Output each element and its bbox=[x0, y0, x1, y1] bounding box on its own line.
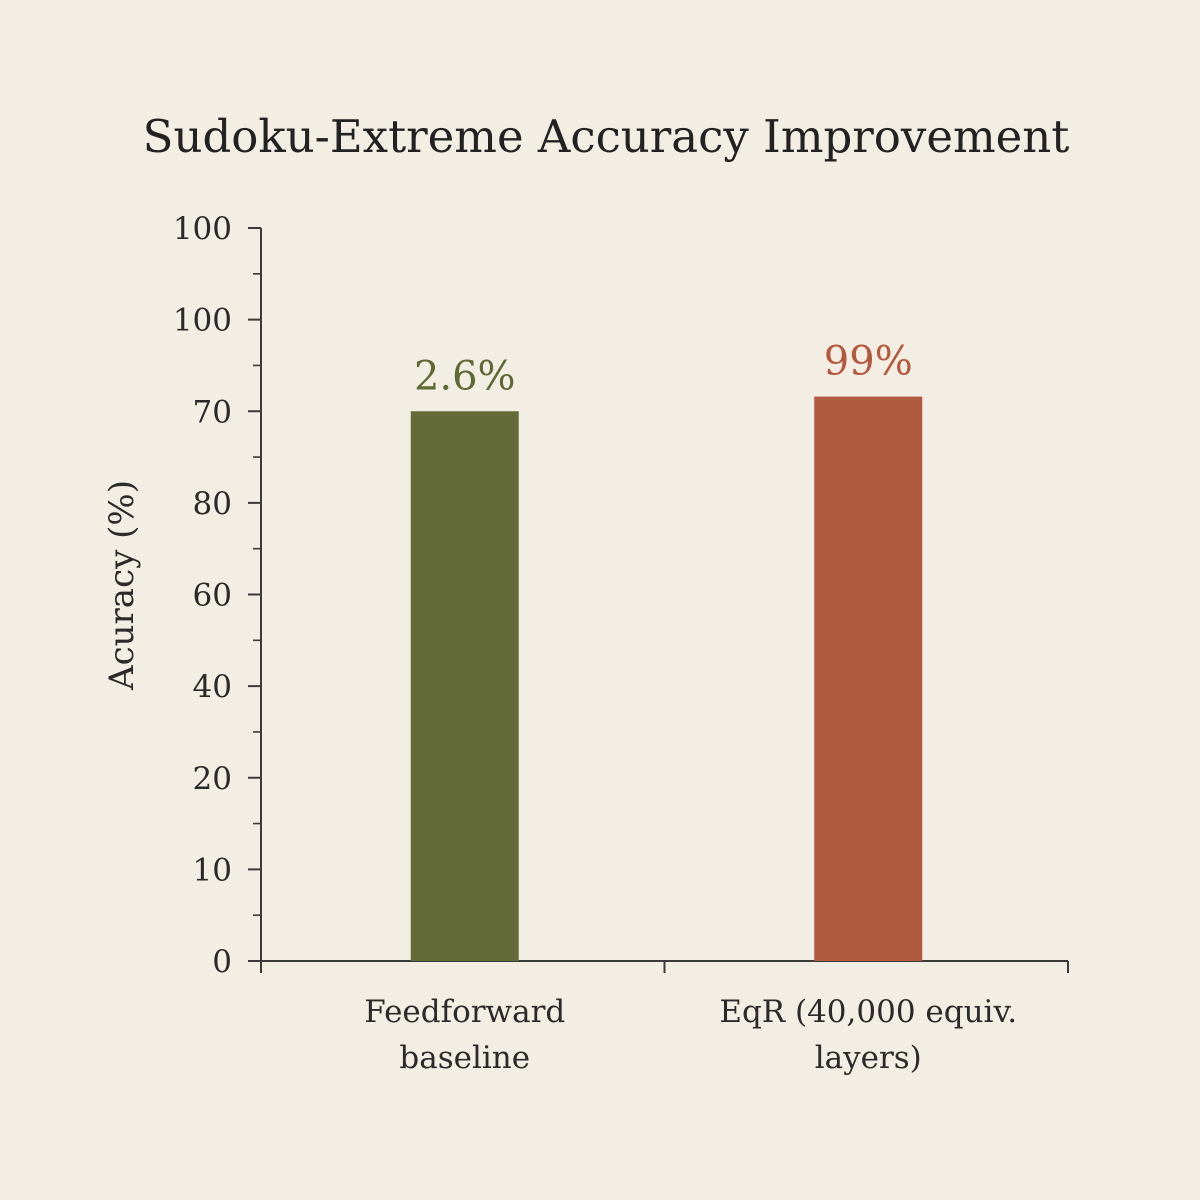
bar-value-label: 99% bbox=[824, 339, 913, 385]
y-tick-label: 80 bbox=[193, 486, 232, 522]
y-tick-label: 40 bbox=[193, 669, 232, 705]
y-tick-label: 100 bbox=[173, 303, 232, 339]
y-tick-label: 0 bbox=[212, 944, 232, 980]
y-tick-label: 70 bbox=[193, 394, 232, 430]
y-tick-label: 10 bbox=[193, 852, 232, 888]
x-axis-ticks bbox=[260, 961, 1069, 973]
y-axis-ticks: 0 10 20 40 60 80 70 100 100 bbox=[173, 211, 261, 980]
bars bbox=[410, 396, 923, 962]
category-label: layers) bbox=[815, 1040, 922, 1076]
y-tick-label: 100 bbox=[173, 211, 232, 247]
bar-2 bbox=[814, 396, 923, 962]
bar-1 bbox=[410, 411, 519, 961]
data-labels: 2.6% 99% bbox=[414, 339, 913, 400]
y-tick-label: 60 bbox=[193, 578, 232, 614]
y-tick-label: 20 bbox=[193, 761, 232, 797]
bar-value-label: 2.6% bbox=[414, 353, 516, 399]
category-label: EqR (40,000 equiv. bbox=[719, 994, 1017, 1030]
category-label: Feedforward bbox=[364, 994, 565, 1030]
category-labels: Feedforward baseline EqR (40,000 equiv. lay… bbox=[364, 994, 1017, 1076]
category-label: baseline bbox=[399, 1040, 530, 1076]
y-axis-label: Acuracy (%) bbox=[102, 480, 142, 691]
chart-title: Sudoku-Extreme Accuracy Improvement bbox=[143, 110, 1070, 163]
